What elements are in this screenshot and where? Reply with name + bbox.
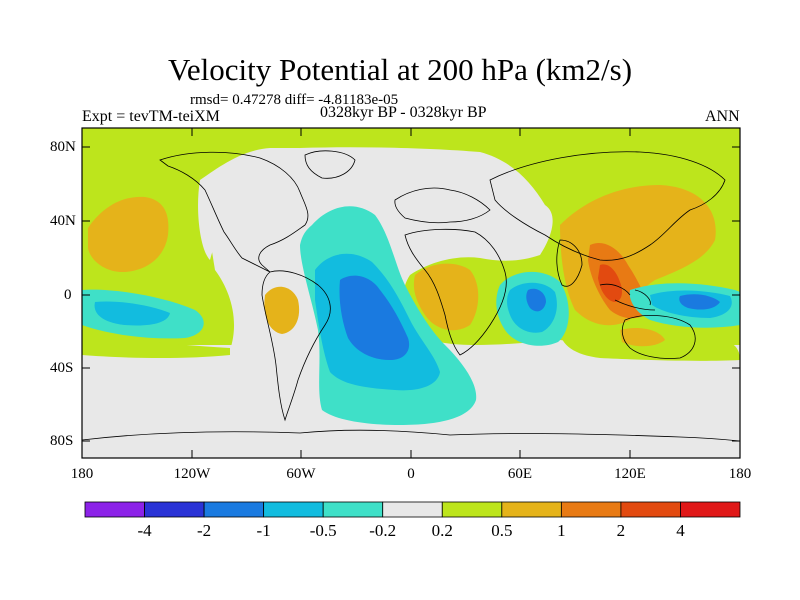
colorbar-label: 2 [616, 521, 626, 540]
lat-label-40s: 40S [50, 360, 74, 376]
negative-strong-atlantic [339, 275, 410, 360]
lat-ticks [82, 146, 740, 442]
experiment-label: Expt = tevTM-teiXM [82, 108, 220, 125]
positive-mid-africa [413, 263, 479, 331]
positive-mid-south-america [264, 286, 300, 334]
lon-label-120e: 120E [614, 466, 646, 482]
positive-max-maritime [598, 264, 622, 302]
antarctica-outline [82, 429, 740, 442]
africa-outline [404, 228, 507, 356]
stats-label: rmsd= 0.47278 diff= -4.81183e-05 [190, 92, 399, 108]
colorbar-label: -4 [137, 521, 152, 540]
colorbar-swatch [560, 501, 622, 518]
negative-mid-east-pacific-wrap [94, 301, 170, 326]
negative-strong-africa-indian [526, 288, 546, 312]
india-outline [556, 239, 583, 287]
season-label: ANN [705, 108, 740, 125]
lon-label-120w: 120W [173, 466, 211, 482]
colorbar-label: -0.5 [309, 521, 337, 540]
colorbar-label: -0.2 [369, 521, 397, 540]
positive-patch-southwest [82, 330, 230, 359]
colorbar-swatch [441, 501, 503, 518]
lon-ticks [81, 128, 741, 458]
lat-label-0: 0 [64, 287, 72, 303]
colorbar-swatch [382, 501, 443, 518]
contour-field [82, 128, 740, 458]
europe-outline [394, 187, 491, 224]
lat-label-80n: 80N [50, 139, 76, 155]
colorbar-label: 1 [557, 521, 566, 540]
neutral-region-north-america [198, 148, 300, 260]
maritime-islands-outline [599, 283, 656, 311]
colorbar-swatch [322, 501, 384, 518]
north-america-outline [159, 151, 309, 273]
colorbar-swatch [263, 501, 324, 518]
period-label: 0328kyr BP - 0328kyr BP [320, 104, 487, 121]
colorbar-label: 0.5 [491, 521, 513, 540]
positive-mid-east-asia [620, 328, 665, 347]
colorbar-swatch [144, 501, 205, 518]
colorbar-label: -1 [256, 521, 271, 540]
lon-label-0: 0 [407, 466, 415, 482]
colorbar-swatch [84, 501, 145, 518]
asia-outline [489, 151, 726, 261]
lat-label-80s: 80S [50, 433, 74, 449]
colorbar-swatch [203, 501, 265, 518]
colorbar-label: 0.2 [431, 521, 453, 540]
greenland-outline [304, 150, 356, 179]
lon-label-60w: 60W [286, 466, 316, 482]
colorbar-swatch [680, 501, 741, 518]
lon-label-180e: 180 [728, 466, 752, 482]
colorbar-swatch [620, 501, 681, 518]
colorbar-label: 4 [676, 521, 685, 540]
coastlines [82, 150, 740, 442]
lon-label-180w: 180 [70, 466, 94, 482]
colorbar-swatch [501, 501, 562, 518]
positive-mid-north-pacific [88, 196, 169, 273]
australia-outline [621, 315, 696, 359]
lon-label-60e: 60E [507, 466, 533, 482]
colorbar [84, 501, 741, 518]
lat-label-40n: 40N [50, 213, 76, 229]
south-america-outline [261, 270, 331, 422]
negative-strong-west-pacific [679, 294, 720, 310]
plot-title: Velocity Potential at 200 hPa (km2/s) [167, 52, 633, 87]
colorbar-label: -2 [196, 521, 212, 540]
